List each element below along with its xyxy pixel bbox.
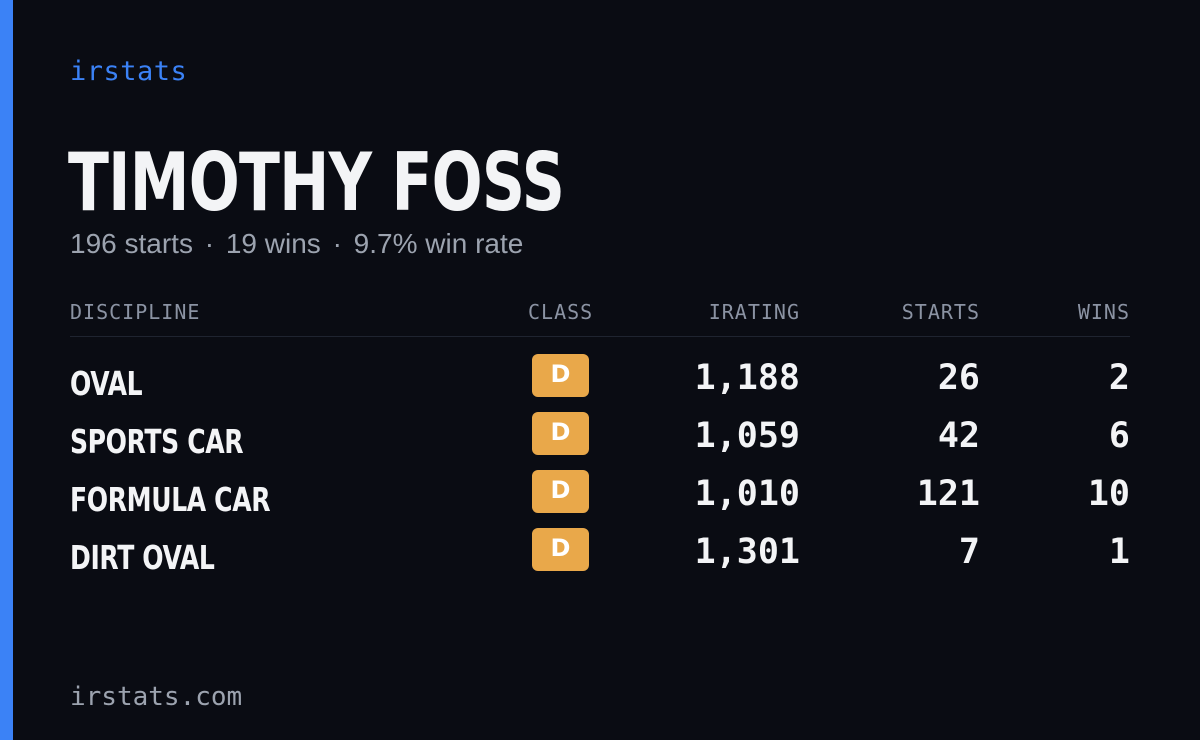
irating-value: 1,301 [694, 532, 800, 572]
discipline-name: OVAL [70, 364, 143, 403]
summary-win-rate: 9.7% win rate [353, 228, 524, 259]
discipline-name: DIRT OVAL [70, 538, 215, 577]
header-irating: IRATING [708, 300, 800, 324]
stats-table-header: DISCIPLINE CLASS IRATING STARTS WINS [70, 300, 1130, 337]
wins-value: 6 [1108, 416, 1130, 456]
header-class: CLASS [528, 300, 594, 324]
table-row: OVAL D 1,188 26 2 [70, 352, 1130, 410]
player-name: TIMOTHY FOSS [68, 136, 565, 229]
discipline-name: SPORTS CAR [70, 422, 244, 461]
header-discipline: DISCIPLINE [70, 300, 201, 324]
wins-value: 2 [1108, 358, 1130, 398]
brand-logo: irstats [70, 56, 188, 87]
summary-starts: 196 starts [70, 228, 193, 259]
starts-value: 7 [958, 532, 980, 572]
accent-bar [0, 0, 13, 740]
header-starts: STARTS [901, 300, 980, 324]
irating-value: 1,010 [694, 474, 800, 514]
table-row: DIRT OVAL D 1,301 7 1 [70, 526, 1130, 584]
summary-separator: · [204, 228, 215, 259]
license-class-badge: D [532, 412, 589, 455]
summary-wins: 19 wins [225, 228, 321, 259]
irating-value: 1,188 [694, 358, 800, 398]
header-wins: WINS [1077, 300, 1130, 324]
license-class-badge: D [532, 470, 589, 513]
footer-site-link: irstats.com [70, 682, 243, 712]
stats-table-body: OVAL D 1,188 26 2 SPORTS CAR D 1,059 42 … [70, 352, 1130, 584]
wins-value: 10 [1087, 474, 1130, 514]
summary-separator: · [332, 228, 342, 259]
license-class-badge: D [532, 528, 589, 571]
license-class-badge: D [532, 354, 589, 397]
table-row: FORMULA CAR D 1,010 121 10 [70, 468, 1130, 526]
starts-value: 121 [916, 474, 980, 514]
player-summary: 196 starts · 19 wins · 9.7% win rate [70, 228, 523, 260]
starts-value: 42 [937, 416, 980, 456]
wins-value: 1 [1108, 532, 1130, 572]
table-row: SPORTS CAR D 1,059 42 6 [70, 410, 1130, 468]
discipline-name: FORMULA CAR [70, 480, 271, 519]
starts-value: 26 [937, 358, 980, 398]
irating-value: 1,059 [694, 416, 800, 456]
